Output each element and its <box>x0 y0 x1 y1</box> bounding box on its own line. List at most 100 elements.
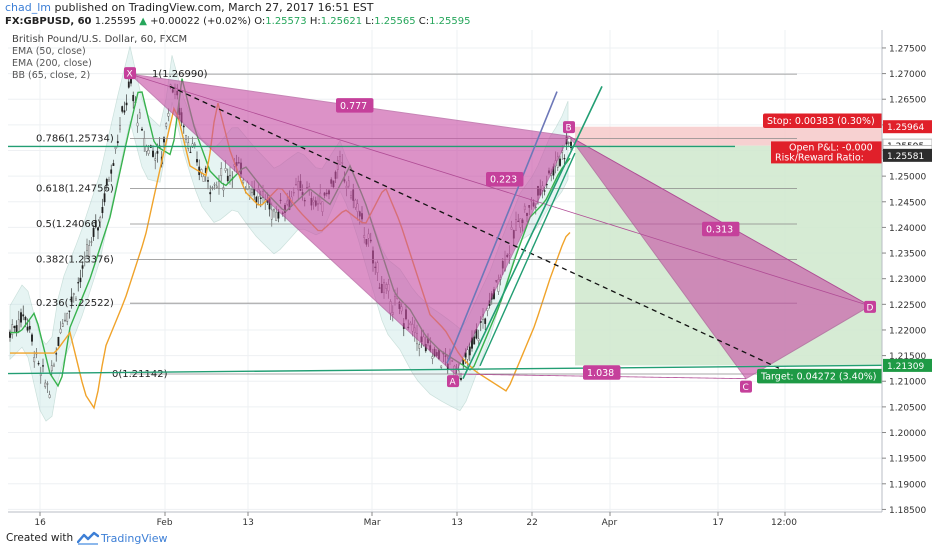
candle <box>105 179 108 186</box>
candle <box>31 334 33 342</box>
price-tick-label: 1.27500 <box>889 44 926 54</box>
price-tag-text: 1.21309 <box>887 362 924 372</box>
price-tick-label: 1.27000 <box>889 70 926 80</box>
candle <box>182 125 185 128</box>
stop-zone[interactable] <box>575 126 882 146</box>
candle <box>141 128 143 131</box>
price-tick-label: 1.24000 <box>889 224 926 234</box>
stop-label[interactable]: Stop: 0.00383 (0.30%) <box>763 113 895 128</box>
price-tick-label: 1.19000 <box>889 480 926 490</box>
tradingview-logo-icon <box>77 531 99 545</box>
price-tick-label: 1.22500 <box>889 301 926 311</box>
candle <box>11 324 14 336</box>
candle <box>220 168 223 176</box>
candle <box>193 143 196 146</box>
candle <box>86 244 88 251</box>
candle <box>57 336 60 346</box>
channel-line-lower[interactable] <box>462 86 603 380</box>
candle <box>53 364 55 367</box>
last-price: 1.25595 <box>94 16 137 27</box>
candle <box>138 112 141 119</box>
support-line[interactable] <box>7 364 883 375</box>
legend-bb[interactable]: BB (65, close, 2) <box>12 70 91 81</box>
ratio-label[interactable]: 0.777 <box>336 98 374 113</box>
fib-label: 0.5(1.24066) <box>36 219 101 230</box>
candle <box>110 169 113 174</box>
point-d-marker[interactable]: D <box>864 300 876 314</box>
channel-line-mid[interactable] <box>479 152 576 367</box>
candle <box>154 158 157 161</box>
pnl-box-bg <box>771 141 882 164</box>
price-tag <box>883 120 932 134</box>
candle <box>44 382 47 388</box>
price-tick-label: 1.22000 <box>889 326 926 336</box>
candle <box>70 296 73 303</box>
created-with-text: Created with <box>6 532 74 544</box>
price-tick-label: 1.23500 <box>889 250 926 260</box>
candle <box>224 168 227 171</box>
price-tag-text: 1.25581 <box>887 152 924 162</box>
candle <box>28 325 31 330</box>
legend-ema50[interactable]: EMA (50, close) <box>12 46 86 57</box>
candle <box>431 356 434 359</box>
legend-ema200[interactable]: EMA (200, close) <box>12 58 92 69</box>
candle <box>66 313 69 322</box>
price-tick-label: 1.24500 <box>889 198 926 208</box>
point-b-marker[interactable]: B <box>563 121 575 134</box>
channel-line-upper[interactable] <box>446 91 558 364</box>
author-link[interactable]: chad_lm <box>5 1 52 14</box>
candle <box>79 277 82 283</box>
candle <box>156 151 159 154</box>
ratio-label[interactable]: 0.223 <box>486 171 524 187</box>
tradingview-brand[interactable]: TradingView <box>101 532 168 545</box>
price-tick-label: 1.19500 <box>889 455 926 465</box>
time-axis[interactable]: 16 Feb 13 Mar 13 22 Apr 17 12:00 <box>8 511 882 528</box>
pattern-bd-line <box>568 135 871 307</box>
fib-label: 0.786(1.25734) <box>36 134 114 145</box>
candle <box>196 159 198 163</box>
candle <box>46 383 49 385</box>
candle <box>132 95 135 102</box>
candle <box>101 207 104 214</box>
candle <box>83 257 86 260</box>
price-tick-label: 1.20000 <box>889 429 926 439</box>
candle <box>92 227 95 237</box>
price-tag-text: 1.25964 <box>887 123 924 133</box>
ratio-label[interactable]: 1.038 <box>583 365 621 380</box>
time-tick-label: 13 <box>242 518 253 528</box>
fib-label: 0(1.21142) <box>112 369 168 380</box>
fib-label: 0.618(1.24756) <box>36 184 114 195</box>
symbol-label[interactable]: FX:GBPUSD, 60 <box>5 16 92 27</box>
candle <box>270 209 273 220</box>
time-tick-label: 16 <box>34 518 46 528</box>
price-axis-bg <box>882 30 932 512</box>
price-tick-label: 1.18500 <box>889 506 926 516</box>
candle <box>50 365 53 372</box>
ratio-label[interactable]: 0.313 <box>702 221 740 237</box>
harmonic-pattern[interactable] <box>128 73 872 380</box>
dashed-trendline[interactable] <box>169 85 786 372</box>
candle <box>72 293 75 295</box>
candle <box>143 138 146 147</box>
price-axis[interactable]: 1.275001.270001.265001.260001.255001.250… <box>881 30 932 516</box>
point-x-marker[interactable]: X <box>124 67 136 80</box>
candle <box>59 328 62 334</box>
ratio-label-text: 1.038 <box>587 368 614 379</box>
time-tick-label: 22 <box>526 518 537 528</box>
candle <box>187 142 190 149</box>
marker-bg <box>124 67 136 80</box>
point-a-marker[interactable]: A <box>447 375 459 388</box>
price-tick-label: 1.21000 <box>889 378 926 388</box>
candle <box>121 106 124 112</box>
stop-label-bg <box>763 113 895 128</box>
candle <box>116 141 119 144</box>
target-label[interactable]: Target: 0.04272 (3.40%) <box>757 368 901 384</box>
point-c-marker[interactable]: C <box>740 380 752 394</box>
marker-text: A <box>450 378 457 388</box>
marker-text: D <box>867 303 874 313</box>
candle <box>119 125 121 130</box>
ratio-label-bg <box>583 365 621 380</box>
candle <box>460 378 462 380</box>
